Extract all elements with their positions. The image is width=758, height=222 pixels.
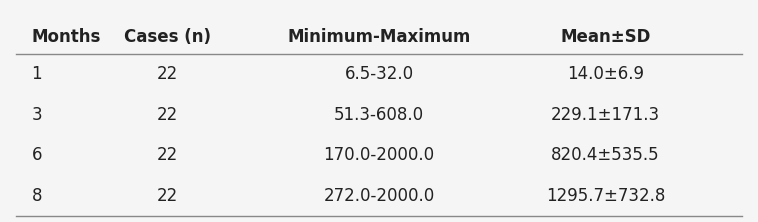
Text: 6.5-32.0: 6.5-32.0 bbox=[344, 65, 414, 83]
Text: 6: 6 bbox=[32, 146, 42, 165]
Text: Cases (n): Cases (n) bbox=[124, 28, 211, 46]
Text: 1: 1 bbox=[32, 65, 42, 83]
Text: 170.0-2000.0: 170.0-2000.0 bbox=[324, 146, 434, 165]
Text: Months: Months bbox=[32, 28, 101, 46]
Text: 14.0±6.9: 14.0±6.9 bbox=[567, 65, 644, 83]
Text: Minimum-Maximum: Minimum-Maximum bbox=[287, 28, 471, 46]
Text: 1295.7±732.8: 1295.7±732.8 bbox=[546, 187, 666, 205]
Text: 8: 8 bbox=[32, 187, 42, 205]
Text: 272.0-2000.0: 272.0-2000.0 bbox=[324, 187, 434, 205]
Text: 3: 3 bbox=[32, 106, 42, 124]
Text: 22: 22 bbox=[157, 106, 178, 124]
Text: 22: 22 bbox=[157, 65, 178, 83]
Text: 22: 22 bbox=[157, 187, 178, 205]
Text: 820.4±535.5: 820.4±535.5 bbox=[551, 146, 660, 165]
Text: 229.1±171.3: 229.1±171.3 bbox=[551, 106, 660, 124]
Text: Mean±SD: Mean±SD bbox=[560, 28, 651, 46]
Text: 22: 22 bbox=[157, 146, 178, 165]
Text: 51.3-608.0: 51.3-608.0 bbox=[334, 106, 424, 124]
